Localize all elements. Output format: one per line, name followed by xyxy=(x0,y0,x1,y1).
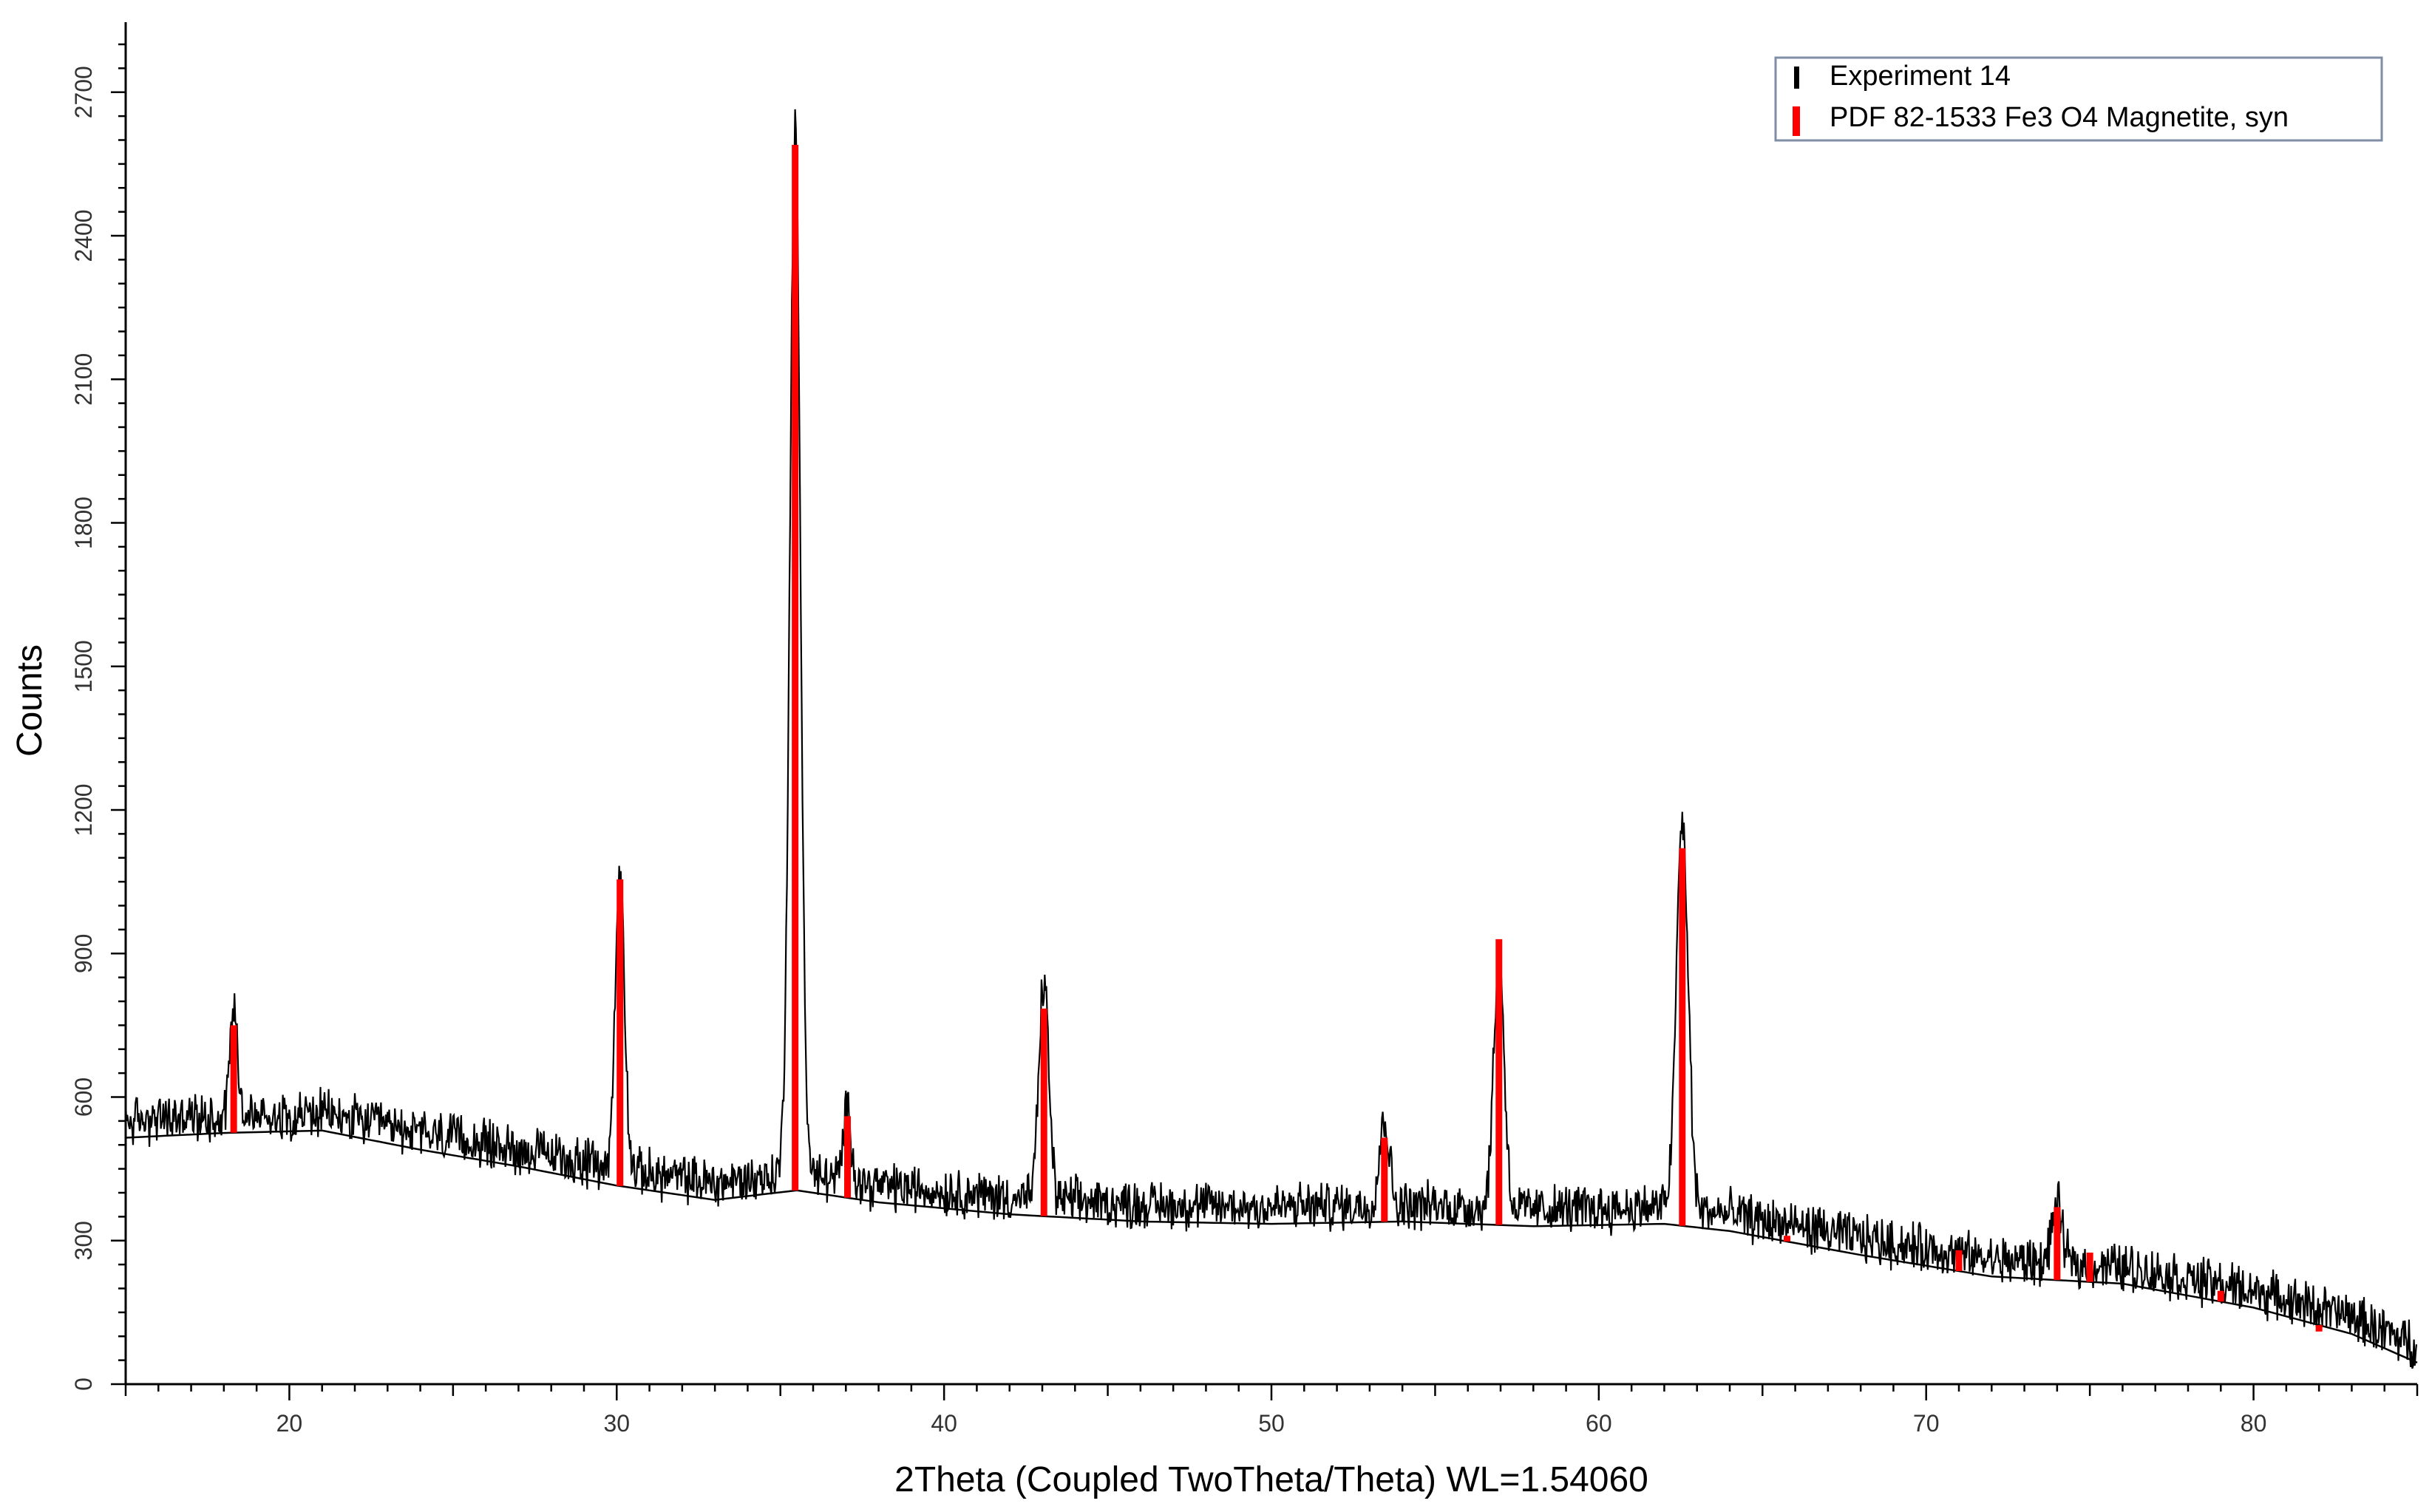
x-tick-label: 80 xyxy=(2241,1410,2267,1437)
x-tick-label: 70 xyxy=(1913,1410,1940,1437)
y-tick-label: 900 xyxy=(70,934,97,973)
y-tick-label: 600 xyxy=(70,1077,97,1117)
legend-label-pdf: PDF 82-1533 Fe3 O4 Magnetite, syn xyxy=(1830,102,2289,133)
y-axis-title: Counts xyxy=(10,644,50,757)
y-tick-label: 1500 xyxy=(70,640,97,692)
x-tick-label: 60 xyxy=(1586,1410,1612,1437)
y-axis-ticks: 0 300 600 900 1200 1500 1800 2100 2400 2700 xyxy=(70,43,126,1391)
x-axis-ticks: 20 30 40 50 60 70 80 xyxy=(124,1384,2419,1437)
legend-box xyxy=(1774,56,2383,142)
y-tick-label: 2100 xyxy=(70,353,97,406)
y-tick-label: 2400 xyxy=(70,209,97,262)
legend-swatch-experiment xyxy=(1794,67,1799,89)
y-tick-label: 300 xyxy=(70,1221,97,1260)
background-curve xyxy=(125,1129,2418,1364)
legend-label-experiment: Experiment 14 xyxy=(1830,61,2011,92)
pdf-reference-sticks xyxy=(230,144,2323,1332)
x-tick-label: 50 xyxy=(1258,1410,1285,1437)
x-tick-label: 30 xyxy=(603,1410,630,1437)
legend: Experiment 14 PDF 82-1533 Fe3 O4 Magneti… xyxy=(1774,56,2383,142)
y-tick-label: 1800 xyxy=(70,497,97,549)
experiment-14-trace xyxy=(124,109,2417,1369)
x-tick-label: 40 xyxy=(931,1410,957,1437)
y-tick-label: 0 xyxy=(70,1378,97,1391)
x-tick-label: 20 xyxy=(276,1410,303,1437)
legend-swatch-pdf xyxy=(1793,106,1800,136)
x-axis-title: 2Theta (Coupled TwoTheta/Theta) WL=1.540… xyxy=(894,1460,1648,1499)
y-tick-label: 2700 xyxy=(70,66,97,118)
y-tick-label: 1200 xyxy=(70,783,97,836)
